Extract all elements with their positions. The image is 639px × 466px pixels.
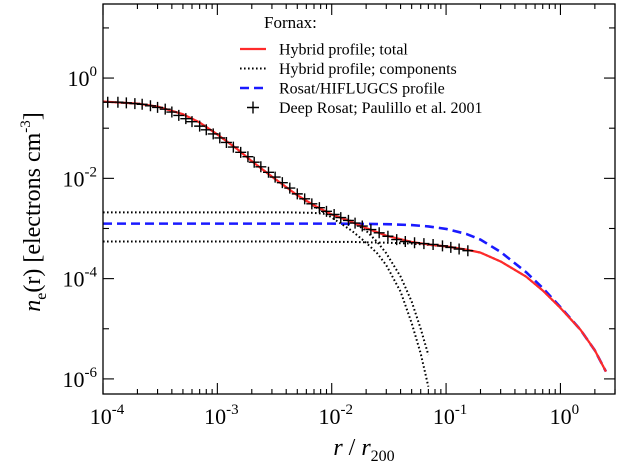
data-point <box>342 214 354 226</box>
data-point <box>194 120 206 132</box>
y-tick-labels: 10-6 10-4 10-2 100 <box>63 64 98 392</box>
axes-frame <box>102 3 616 395</box>
legend: Fornax: Hybrid profile; total Hybrid prof… <box>240 13 483 117</box>
data-point <box>453 243 465 255</box>
y-tick-label: 10-4 <box>63 265 98 292</box>
data-point <box>391 234 403 246</box>
legend-label: Hybrid profile; components <box>279 61 457 78</box>
data-point <box>166 106 178 118</box>
series-markers-5 <box>103 96 474 257</box>
y-tick-label: 10-2 <box>63 164 98 191</box>
data-point <box>335 212 347 224</box>
data-point <box>356 220 368 232</box>
data-point <box>399 236 411 248</box>
data-point <box>242 151 254 163</box>
data-point <box>262 166 274 178</box>
legend-label: Deep Rosat; Paulillo et al. 2001 <box>279 100 483 117</box>
legend-entry: Hybrid profile; components <box>240 61 457 78</box>
y-axis-label: ne(r) [electrons cm-3] <box>18 112 50 312</box>
data-point <box>173 109 185 121</box>
data-point <box>186 116 198 128</box>
data-point <box>299 193 311 205</box>
data-point <box>276 177 288 189</box>
data-point <box>328 209 340 221</box>
legend-entry: Deep Rosat; Paulillo et al. 2001 <box>247 100 483 117</box>
data-point <box>436 240 448 252</box>
data-point <box>445 241 457 253</box>
data-point <box>462 245 474 257</box>
data-point <box>418 238 430 250</box>
data-point <box>349 217 361 229</box>
data-point <box>365 224 377 236</box>
data-point <box>382 230 394 242</box>
data-point <box>144 100 156 112</box>
data-point <box>255 161 267 173</box>
data-point <box>313 202 325 214</box>
legend-label: Rosat/HIFLUGCS profile <box>279 81 445 98</box>
x-tick-label: 10-1 <box>433 402 468 429</box>
data-point <box>227 141 239 153</box>
data-point <box>291 188 303 200</box>
legend-marker <box>247 101 259 114</box>
y-tick-label: 10-6 <box>63 365 98 392</box>
x-tick-label: 10-4 <box>90 402 125 429</box>
axis-ticks <box>102 4 616 394</box>
legend-entry: Rosat/HIFLUGCS profile <box>240 81 445 98</box>
data-point <box>152 101 164 113</box>
series-line-2 <box>103 211 430 356</box>
legend-title: Fornax: <box>264 13 317 32</box>
data-point <box>427 238 439 250</box>
x-tick-label: 10-3 <box>204 402 239 429</box>
legend-entry: Hybrid profile; total <box>240 42 408 59</box>
data-point <box>409 237 421 249</box>
data-point <box>269 171 281 183</box>
data-point <box>136 98 148 110</box>
data-point <box>207 128 219 140</box>
data-point <box>320 205 332 217</box>
series-line-1 <box>103 100 430 387</box>
plot-frame <box>102 3 616 395</box>
legend-label: Hybrid profile; total <box>279 42 408 59</box>
series-line-4 <box>103 222 608 373</box>
x-tick-labels: 10-4 10-3 10-2 10-1 100 <box>90 402 579 429</box>
x-axis-label: r / r200 <box>333 435 394 465</box>
data-point <box>180 113 192 125</box>
data-point <box>248 156 260 168</box>
data-point <box>284 182 296 194</box>
data-point <box>373 227 385 239</box>
x-tick-label: 100 <box>550 402 580 429</box>
data-point <box>306 198 318 210</box>
data-point <box>200 124 212 136</box>
data-point <box>235 146 247 158</box>
x-tick-label: 10-2 <box>318 402 353 429</box>
y-tick-label: 100 <box>68 64 98 91</box>
series-layer <box>103 96 608 387</box>
series-line-0 <box>103 100 607 373</box>
data-point <box>129 98 141 110</box>
series-line-3 <box>103 240 607 373</box>
data-point <box>103 96 114 108</box>
data-point <box>220 136 232 148</box>
data-point <box>214 132 226 144</box>
data-point <box>159 103 171 115</box>
